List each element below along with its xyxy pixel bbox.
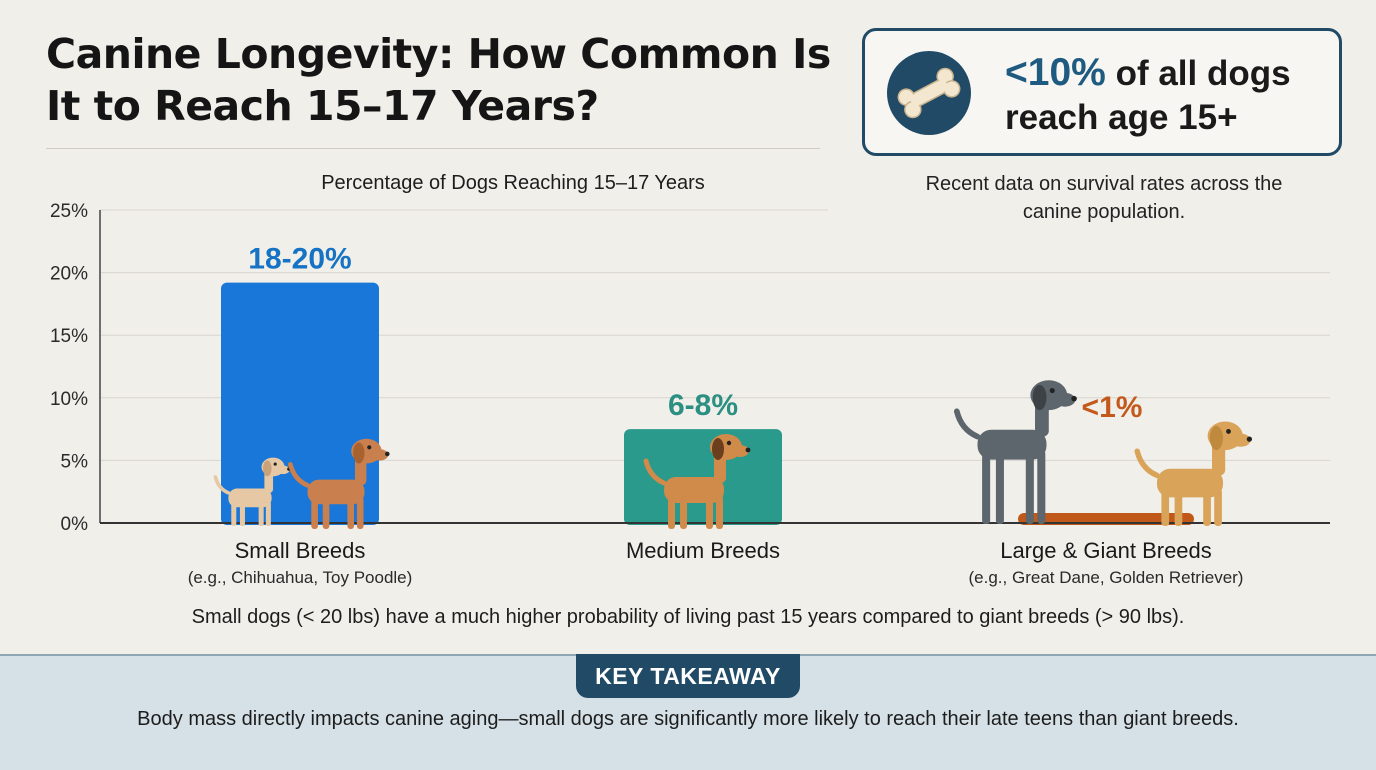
category-label: Medium Breeds [626, 538, 780, 563]
stat-callout: <10% of all dogs reach age 15+ [862, 28, 1342, 156]
data-label: 6-8% [668, 389, 738, 422]
category-label: Large & Giant Breeds [1000, 538, 1212, 563]
callout-highlight: <10% [1005, 51, 1106, 94]
callout-statement: <10% of all dogs reach age 15+ [1005, 51, 1335, 140]
beagle-illustration [643, 434, 751, 529]
key-takeaway-text: Body mass directly impacts canine aging—… [137, 708, 1239, 730]
bone-icon [887, 51, 971, 135]
y-tick-label: 10% [50, 389, 88, 410]
y-tick-label: 25% [50, 201, 88, 222]
y-tick-label: 15% [50, 326, 88, 347]
key-takeaway-badge: KEY TAKEAWAY [576, 654, 800, 698]
page-title: Canine Longevity: How Common Is It to Re… [46, 30, 831, 130]
bar-chart: Percentage of Dogs Reaching 15–17 Years 0… [50, 172, 1330, 587]
chart-summary: Small dogs (< 20 lbs) have a much higher… [191, 606, 1185, 628]
y-tick-label: 20% [50, 264, 88, 285]
chihuahua-illustration [213, 457, 291, 526]
title-divider [46, 148, 820, 149]
category-sublabel: (e.g., Chihuahua, Toy Poodle) [188, 568, 413, 587]
y-tick-label: 5% [61, 451, 89, 472]
category-label: Small Breeds [235, 538, 366, 563]
great-dane-illustration [953, 380, 1077, 524]
key-takeaway-panel: KEY TAKEAWAY Body mass directly impacts … [0, 654, 1376, 770]
bar [221, 282, 379, 525]
chart-title: Percentage of Dogs Reaching 15–17 Years [321, 172, 705, 194]
y-tick-label: 0% [61, 514, 89, 535]
callout-text: of all dogs reach age 15+ [1005, 54, 1291, 137]
category-sublabel: (e.g., Great Dane, Golden Retriever) [969, 568, 1244, 587]
data-label: 18-20% [248, 243, 351, 276]
toy-poodle-illustration [288, 438, 390, 529]
callout-subtext: Recent data on survival rates across the… [925, 173, 1283, 223]
data-label: <1% [1082, 391, 1143, 424]
golden-retriever-illustration [1134, 421, 1253, 526]
